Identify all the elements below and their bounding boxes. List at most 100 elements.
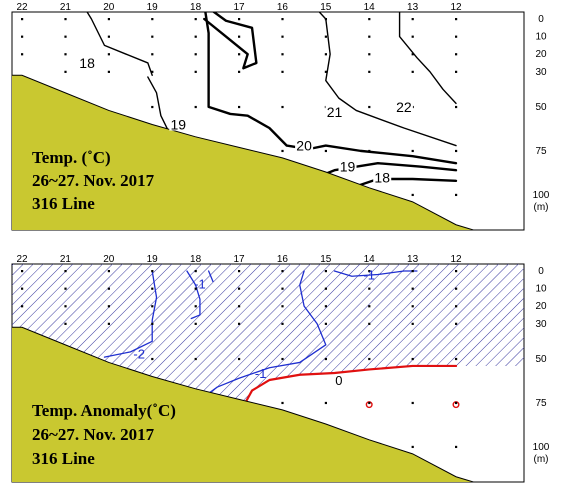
- sample-dot: [281, 322, 284, 325]
- sample-dot: [368, 105, 371, 109]
- isotherm-22: [398, 12, 457, 105]
- sample-dot: [281, 270, 284, 273]
- sample-dot: [324, 70, 327, 73]
- sample-dot: [411, 357, 414, 361]
- sample-dot: [238, 53, 241, 56]
- sample-dot: [194, 105, 197, 109]
- sample-dot: [238, 357, 241, 361]
- sample-dot: [238, 305, 241, 308]
- sample-dot: [107, 18, 110, 21]
- sample-dot: [411, 401, 414, 405]
- contour-label: 18: [374, 169, 390, 185]
- sample-dot: [238, 322, 241, 325]
- isotherm-minus-1: [207, 270, 214, 283]
- sample-dot: [455, 445, 458, 449]
- sample-dot: [64, 270, 67, 273]
- sample-dot: [281, 305, 284, 308]
- depth-label: 75: [535, 398, 547, 409]
- depth-label: 10: [535, 284, 547, 295]
- sample-dot: [368, 18, 371, 21]
- station-label: 16: [277, 254, 289, 265]
- station-label: 17: [233, 2, 245, 13]
- station-label: 16: [277, 2, 289, 13]
- isotherm-labels: 18 19 20 21 22 19 18: [78, 54, 413, 185]
- station-label: 20: [103, 2, 115, 13]
- isotherm-18: [350, 177, 458, 190]
- contour-label-bg: [295, 137, 314, 152]
- sample-dot: [21, 18, 24, 21]
- caption-line-3: 316 Line: [32, 194, 95, 213]
- sample-dot: [281, 70, 284, 73]
- sample-dot: [324, 287, 327, 290]
- sample-dot: [368, 287, 371, 290]
- sample-dot: [238, 18, 241, 21]
- sample-dot: [194, 287, 197, 290]
- sample-dot: [411, 18, 414, 21]
- sample-dot: [455, 193, 458, 197]
- sample-dot: [238, 105, 241, 109]
- contour-label: 19: [170, 117, 186, 133]
- sample-dot: [411, 322, 414, 325]
- sample-dot: [107, 322, 110, 325]
- depth-label: 30: [535, 319, 547, 330]
- sample-dot: [107, 53, 110, 56]
- contour-label: -1: [194, 276, 206, 291]
- temperature-panel: 18 19 20 21 22 19 18 22 21 20 19 18 17 16 15 14 13 12 0 1…: [11, 2, 550, 231]
- isotherm-0: [242, 364, 458, 408]
- station-label: 22: [16, 2, 28, 13]
- sample-dot: [194, 70, 197, 73]
- station-label: 19: [147, 254, 159, 265]
- station-label: 15: [320, 2, 332, 13]
- sample-dot: [411, 53, 414, 56]
- sample-dot: [194, 357, 197, 361]
- station-label: 20: [103, 254, 115, 265]
- isotherm-minus-1: [186, 270, 201, 320]
- sample-dot: [107, 287, 110, 290]
- station-label: 12: [450, 254, 462, 265]
- depth-label: 20: [535, 49, 547, 60]
- sample-dot: [411, 193, 414, 197]
- station-label: 18: [190, 254, 202, 265]
- sample-dot: [281, 401, 284, 405]
- anomaly-labels: -1 -2 -1 -1 0: [133, 268, 375, 389]
- sample-dot: [281, 105, 284, 109]
- seabed: [12, 74, 480, 230]
- sample-dot: [324, 35, 327, 38]
- station-label: 19: [147, 2, 159, 13]
- depth-label: 100: [533, 442, 550, 453]
- contour-label: -1: [363, 268, 375, 283]
- caption-line-1: Temp. Anomaly(˚C): [32, 401, 176, 420]
- sample-dot: [411, 270, 414, 273]
- contour-label: 22: [396, 99, 412, 115]
- sample-dot: [455, 70, 458, 73]
- station-labels: 22 21 20 19 18 17 16 15 14 13 12: [16, 254, 462, 265]
- sample-dot: [324, 401, 327, 405]
- sample-dot: [64, 53, 67, 56]
- sample-dot: [107, 305, 110, 308]
- sample-dot: [455, 270, 458, 273]
- sample-dot: [238, 270, 241, 273]
- contour-label-bg: [169, 116, 188, 131]
- station-label: 15: [320, 254, 332, 265]
- sample-dot: [324, 18, 327, 21]
- sample-dot: [368, 35, 371, 38]
- sample-dot: [281, 53, 284, 56]
- sample-dot: [151, 287, 154, 290]
- sample-dot: [368, 149, 371, 153]
- sample-dot: [194, 53, 197, 56]
- caption-line-2: 26~27. Nov. 2017: [32, 171, 155, 190]
- sample-dot: [194, 35, 197, 38]
- sample-dot: [238, 70, 241, 73]
- station-label: 13: [407, 254, 419, 265]
- sample-dot: [324, 53, 327, 56]
- station-labels: 22 21 20 19 18 17 16 15 14 13 12: [16, 2, 462, 13]
- seabed: [12, 326, 480, 482]
- station-label: 17: [233, 254, 245, 265]
- sample-dot: [281, 149, 284, 153]
- sample-dot: [151, 105, 154, 109]
- sample-dot: [151, 305, 154, 308]
- sample-dot: [281, 18, 284, 21]
- sample-dot: [455, 357, 458, 361]
- temperature-isotherms: [86, 12, 458, 190]
